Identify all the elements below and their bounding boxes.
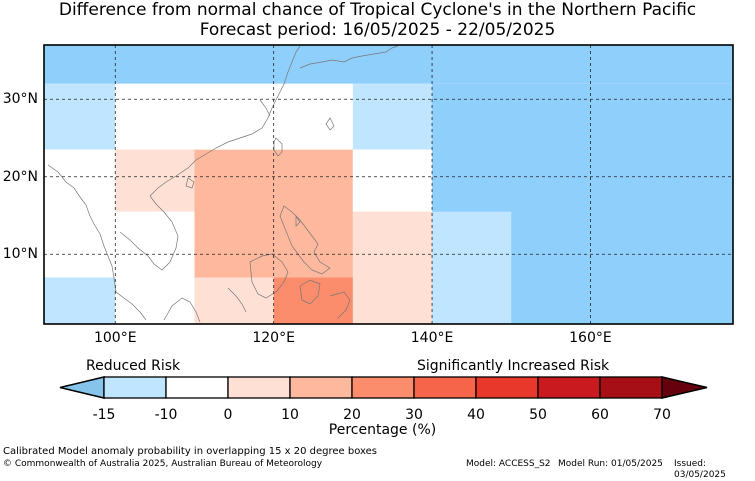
risk-cell xyxy=(115,83,353,150)
risk-cell xyxy=(352,83,433,150)
coastlines xyxy=(47,45,399,323)
lon-tick-label: 160°E xyxy=(569,330,612,346)
legend-swatch xyxy=(537,376,601,399)
lon-tick-label: 140°E xyxy=(410,330,454,346)
legend-xlabel: Percentage (%) xyxy=(328,422,437,438)
risk-cell xyxy=(432,211,512,324)
lon-tick-label: 100°E xyxy=(93,330,137,346)
legend-under-arrow xyxy=(59,376,105,399)
risk-cell xyxy=(44,277,116,324)
risk-cell xyxy=(44,45,733,84)
risk-map xyxy=(43,44,734,399)
legend-swatch xyxy=(351,376,415,399)
footer-note: Calibrated Model anomaly probability in … xyxy=(3,446,378,457)
risk-cell xyxy=(44,149,116,278)
map-frame xyxy=(43,44,734,325)
legend-colorbar xyxy=(59,376,708,399)
risk-cell xyxy=(194,277,274,324)
lon-tick-label: 120°E xyxy=(252,330,295,346)
graticule xyxy=(44,45,733,324)
footer-run: Model Run: 01/05/2025 xyxy=(558,459,663,469)
lat-tick-label: 10°N xyxy=(2,246,38,263)
footer-model: Model: ACCESS_S2 xyxy=(466,459,551,469)
footer-copyright: © Commonwealth of Australia 2025, Austra… xyxy=(3,459,323,469)
footer-issued: Issued: 03/05/2025 xyxy=(674,459,726,480)
legend-swatch xyxy=(227,376,291,399)
increased-risk-label: Significantly Increased Risk xyxy=(417,358,610,374)
map-title: Difference from normal chance of Tropica… xyxy=(58,0,697,20)
legend-swatch xyxy=(289,376,353,399)
legend-tick-label: 70 xyxy=(653,407,671,423)
forecast-period: Forecast period: 16/05/2025 - 22/05/2025 xyxy=(199,20,556,40)
legend-tick-label: -15 xyxy=(92,407,116,423)
legend-swatch xyxy=(103,376,167,399)
risk-cell xyxy=(352,211,433,324)
legend-tick-label: 30 xyxy=(405,407,423,423)
legend-swatch xyxy=(413,376,477,399)
risk-cell xyxy=(44,83,116,150)
risk-cells xyxy=(44,45,733,324)
legend-tick-label: 0 xyxy=(223,407,233,423)
lat-tick-label: 20°N xyxy=(2,168,38,185)
legend-over-arrow xyxy=(661,376,708,399)
lat-tick-label: 30°N xyxy=(2,91,38,108)
risk-cell xyxy=(352,149,433,212)
reduced-risk-label: Reduced Risk xyxy=(86,358,181,374)
legend-tick-label: -10 xyxy=(154,407,178,423)
legend-tick-label: 60 xyxy=(591,407,609,423)
legend-swatch xyxy=(165,376,229,399)
risk-cell xyxy=(115,211,195,324)
legend-tick-label: 50 xyxy=(529,407,547,423)
risk-cell xyxy=(115,149,195,212)
legend-tick-label: 10 xyxy=(281,407,299,423)
legend-tick-label: 40 xyxy=(467,407,485,423)
legend-tick-label: 20 xyxy=(343,407,361,423)
legend-swatch xyxy=(599,376,663,399)
legend-swatch xyxy=(475,376,539,399)
